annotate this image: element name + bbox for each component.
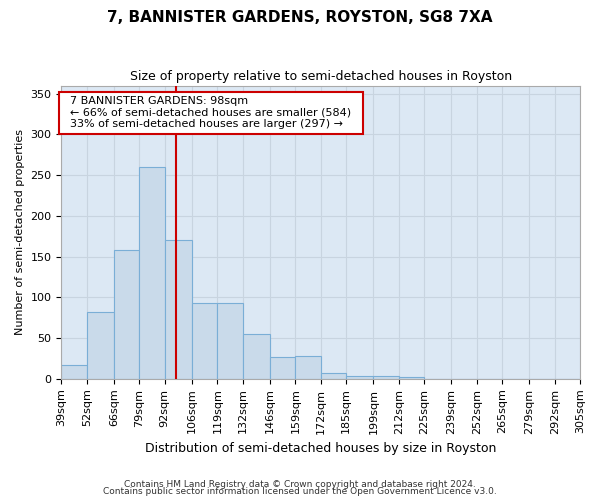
Bar [346, 376, 373, 379]
Title: Size of property relative to semi-detached houses in Royston: Size of property relative to semi-detach… [130, 70, 512, 83]
Bar [114, 250, 139, 379]
Bar [192, 303, 217, 379]
Text: 7 BANNISTER GARDENS: 98sqm  
  ← 66% of semi-detached houses are smaller (584)  : 7 BANNISTER GARDENS: 98sqm ← 66% of semi… [64, 96, 358, 130]
Text: 7, BANNISTER GARDENS, ROYSTON, SG8 7XA: 7, BANNISTER GARDENS, ROYSTON, SG8 7XA [107, 10, 493, 25]
Bar [295, 356, 321, 379]
Bar [165, 240, 192, 379]
Bar [398, 377, 424, 379]
Y-axis label: Number of semi-detached properties: Number of semi-detached properties [15, 129, 25, 335]
Text: Contains HM Land Registry data © Crown copyright and database right 2024.: Contains HM Land Registry data © Crown c… [124, 480, 476, 489]
Bar [139, 167, 165, 379]
Bar [373, 376, 398, 379]
X-axis label: Distribution of semi-detached houses by size in Royston: Distribution of semi-detached houses by … [145, 442, 496, 455]
Bar [321, 373, 346, 379]
Bar [87, 312, 114, 379]
Bar [61, 365, 87, 379]
Bar [243, 334, 270, 379]
Text: Contains public sector information licensed under the Open Government Licence v3: Contains public sector information licen… [103, 488, 497, 496]
Bar [270, 357, 295, 379]
Bar [217, 303, 243, 379]
